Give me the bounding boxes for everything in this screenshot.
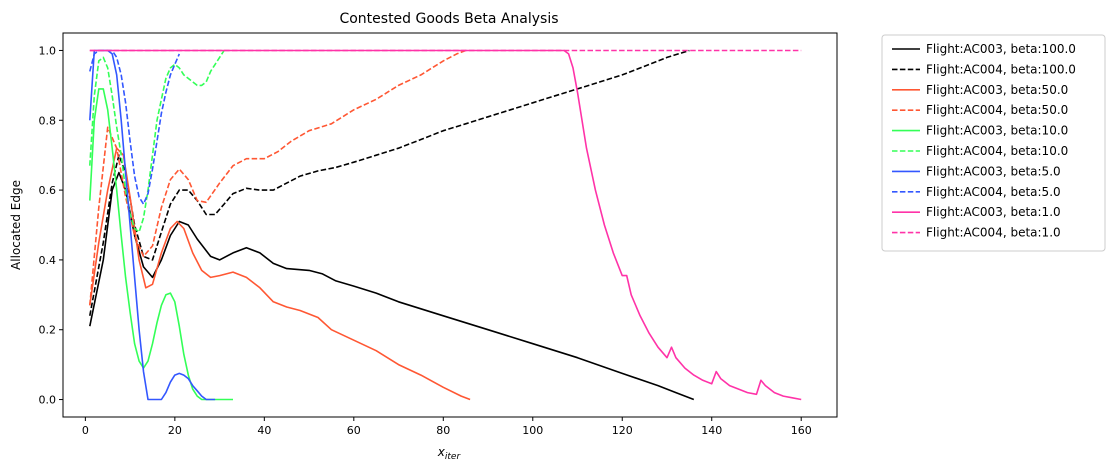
series-layer [89, 49, 802, 401]
legend-label-1: Flight:AC004, beta:100.0 [926, 62, 1076, 76]
series-line-7 [89, 49, 181, 205]
chart-title: Contested Goods Beta Analysis [339, 11, 558, 27]
x-axis: 0 20 40 60 80 100 120 140 160 [82, 417, 812, 437]
legend-label-3: Flight:AC004, beta:50.0 [926, 103, 1068, 117]
legend: Flight:AC003, beta:100.0 Flight:AC004, be… [881, 34, 1106, 252]
legend-label-9: Flight:AC004, beta:1.0 [926, 226, 1061, 240]
x-tick-label-4: 80 [436, 424, 450, 437]
x-tick-label-3: 60 [347, 424, 361, 437]
x-tick-label-6: 120 [612, 424, 633, 437]
y-tick-label-2: 0.4 [39, 254, 57, 267]
y-tick-label-5: 1.0 [39, 44, 57, 57]
series-line-6 [89, 49, 216, 401]
x-tick-label-2: 40 [257, 424, 271, 437]
series-line-3 [89, 49, 466, 306]
legend-frame [881, 34, 1106, 252]
series-line-2 [89, 147, 471, 401]
x-axis-label-main: x [437, 445, 446, 459]
series-line-0 [89, 171, 695, 401]
y-tick-label-3: 0.6 [39, 184, 57, 197]
legend-label-2: Flight:AC003, beta:50.0 [926, 83, 1068, 97]
y-tick-label-1: 0.2 [39, 324, 57, 337]
legend-label-5: Flight:AC004, beta:10.0 [926, 144, 1068, 158]
x-tick-label-1: 20 [168, 424, 182, 437]
series-line-8 [89, 49, 802, 401]
y-axis-label: Allocated Edge [9, 180, 23, 270]
x-axis-label-sub: iter [445, 452, 462, 462]
series-line-4 [89, 88, 233, 401]
legend-label-0: Flight:AC003, beta:100.0 [926, 42, 1076, 56]
legend-label-8: Flight:AC003, beta:1.0 [926, 205, 1061, 219]
y-tick-label-0: 0.0 [39, 394, 57, 407]
y-axis: 0.0 0.2 0.4 0.6 0.8 1.0 [39, 44, 63, 407]
legend-label-6: Flight:AC003, beta:5.0 [926, 164, 1061, 178]
y-tick-label-4: 0.8 [39, 114, 57, 127]
legend-label-4: Flight:AC003, beta:10.0 [926, 124, 1068, 138]
plot-frame [62, 32, 838, 418]
x-tick-label-0: 0 [82, 424, 89, 437]
series-line-5 [89, 50, 225, 233]
x-axis-label: xiter [437, 445, 462, 462]
legend-label-7: Flight:AC004, beta:5.0 [926, 185, 1061, 199]
x-tick-label-7: 140 [701, 424, 722, 437]
x-tick-label-8: 160 [791, 424, 812, 437]
series-line-1 [89, 49, 690, 316]
x-tick-label-5: 100 [522, 424, 543, 437]
